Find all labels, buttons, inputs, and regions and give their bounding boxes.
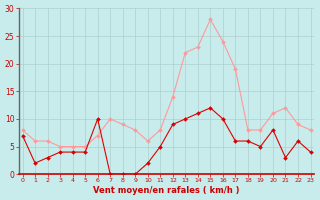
X-axis label: Vent moyen/en rafales ( km/h ): Vent moyen/en rafales ( km/h ) xyxy=(93,186,240,195)
